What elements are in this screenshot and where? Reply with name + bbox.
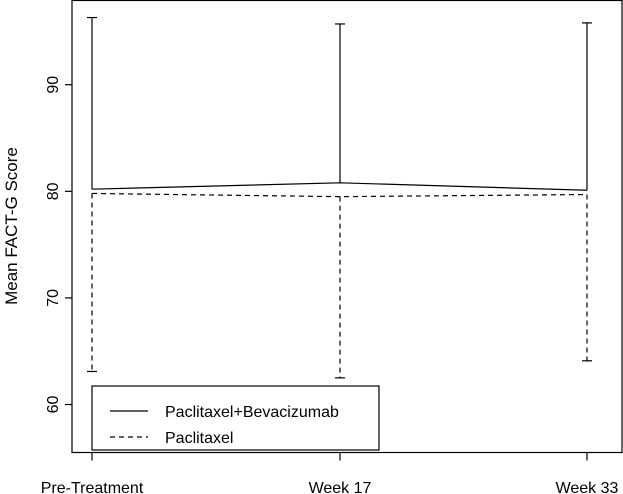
y-tick-label: 60 xyxy=(45,396,62,414)
y-tick-label: 70 xyxy=(45,289,62,307)
series-layer xyxy=(87,16,592,379)
series-line-1 xyxy=(91,182,588,191)
plot-frame xyxy=(71,0,623,454)
legend-label-series-1: Paclitaxel+Bevacizumab xyxy=(165,404,339,421)
legend-label-series-2: Paclitaxel xyxy=(165,430,233,447)
y-tick-label: 80 xyxy=(45,182,62,200)
legend-box xyxy=(91,385,380,451)
legend: Paclitaxel+Bevacizumab Paclitaxel xyxy=(91,385,380,451)
x-tick-label: Pre-Treatment xyxy=(41,480,144,494)
y-tick-label: 90 xyxy=(45,76,62,94)
x-tick-label: Week 33 xyxy=(556,480,619,494)
x-axis: Pre-Treatment Week 17 Week 33 xyxy=(41,452,619,494)
series-line-2 xyxy=(91,192,588,198)
y-axis-label: Mean FACT-G Score xyxy=(2,147,21,305)
y-axis: 60 70 80 90 xyxy=(45,76,72,414)
x-tick-label: Week 17 xyxy=(309,480,372,494)
